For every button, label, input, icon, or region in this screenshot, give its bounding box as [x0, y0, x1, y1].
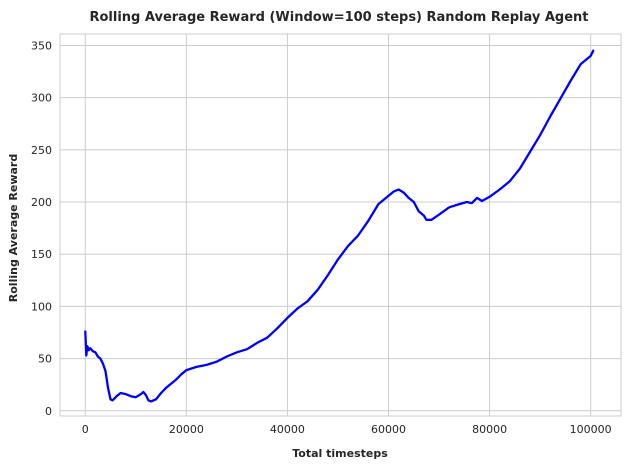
plot-frame	[59, 33, 622, 417]
x-tick-label: 0	[82, 423, 89, 436]
x-tick-labels: 0 20000 40000 60000 80000 100000	[82, 423, 612, 436]
y-tick-label: 50	[38, 353, 52, 366]
x-tick-label: 100000	[570, 423, 612, 436]
y-tick-labels: 0 50 100 150 200 250 300 350	[31, 39, 52, 417]
reward-series-line	[84, 49, 595, 403]
x-tick-label: 80000	[472, 423, 507, 436]
y-axis-label: Rolling Average Reward	[7, 154, 20, 302]
y-tick-label: 100	[31, 300, 52, 313]
y-tick-label: 300	[31, 92, 52, 105]
x-axis-label: Total timesteps	[292, 447, 388, 460]
x-tick-label: 40000	[270, 423, 305, 436]
y-tick-label: 150	[31, 248, 52, 261]
chart-title: Rolling Average Reward (Window=100 steps…	[89, 10, 588, 25]
y-gridlines	[60, 44, 621, 412]
y-tick-label: 350	[31, 39, 52, 52]
y-tick-label: 250	[31, 144, 52, 157]
x-tick-label: 60000	[371, 423, 406, 436]
x-gridlines	[84, 34, 592, 416]
y-tick-label: 0	[45, 405, 52, 418]
x-tick-label: 20000	[169, 423, 204, 436]
y-tick-label: 200	[31, 196, 52, 209]
